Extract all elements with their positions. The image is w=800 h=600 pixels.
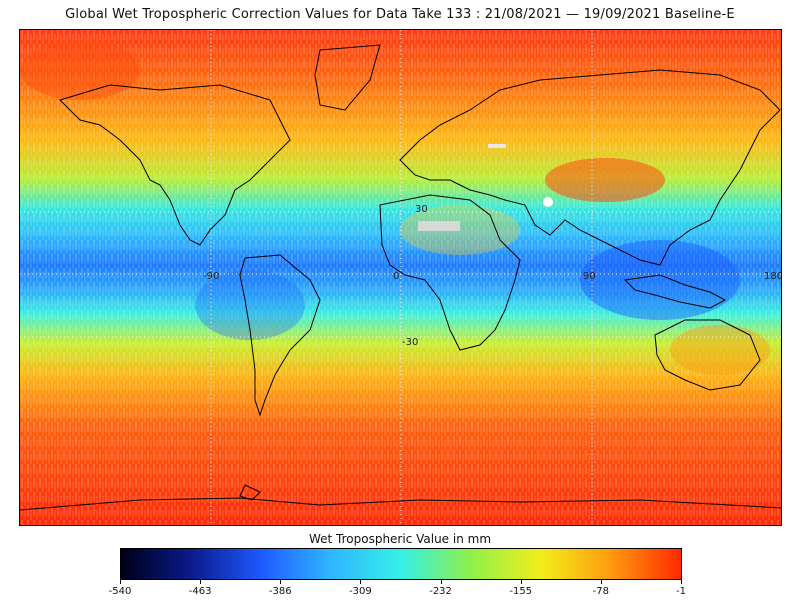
colorbar-tick-label: -232 xyxy=(429,586,452,597)
greenland-outline xyxy=(314,44,381,111)
antarctica-outline xyxy=(20,497,781,511)
missing-data-strip xyxy=(488,144,506,148)
lon-label-minus90: -90 xyxy=(203,271,219,282)
wet-troposphere-map: 30 0 -30 -90 90 180 xyxy=(20,30,782,525)
australia-region xyxy=(670,325,770,375)
colorbar-tick-label: -1 xyxy=(676,586,686,597)
lat-label-0: 0 xyxy=(393,271,399,282)
colorbar-tick-mark xyxy=(360,580,362,584)
amazon-region xyxy=(195,270,305,340)
graticule xyxy=(20,30,781,525)
hotspot-himalaya xyxy=(545,158,665,202)
warm-pool-region xyxy=(580,240,740,320)
australia-outline xyxy=(654,319,761,391)
lon-label-180: 180 xyxy=(764,271,782,282)
eurasia-outline xyxy=(399,69,781,266)
north-america-outline xyxy=(59,84,291,246)
colorbar-tick-label: -386 xyxy=(268,586,292,597)
colorbar-tick-label: -155 xyxy=(509,586,533,597)
colorbar-tick-mark xyxy=(681,580,682,584)
colorbar-tick-mark xyxy=(280,580,282,584)
map-panel: 30 0 -30 -90 90 180 xyxy=(19,29,782,526)
colorbar-tick-mark xyxy=(200,580,202,584)
lat-label-30: 30 xyxy=(415,204,428,215)
africa-outline xyxy=(379,194,521,351)
south-america-outline xyxy=(239,254,321,417)
colorbar-tick-label: -309 xyxy=(349,586,372,597)
colorbar-tick-mark xyxy=(520,580,522,584)
polar-north-region xyxy=(20,40,140,100)
missing-data-patch xyxy=(418,221,460,231)
indonesia-outline xyxy=(623,274,727,309)
colorbar-tick-label: -540 xyxy=(108,586,132,597)
missing-data-dot xyxy=(543,197,553,207)
colorbar-tick-mark xyxy=(120,580,121,584)
lat-label-minus30: -30 xyxy=(402,337,418,348)
colorbar-tick-label: -463 xyxy=(188,586,212,597)
colorbar-ticks: -540 -463 -386 -309 -232 -155 -78 -1 xyxy=(0,580,800,600)
lon-label-90: 90 xyxy=(583,271,596,282)
map-title: Global Wet Tropospheric Correction Value… xyxy=(65,7,735,22)
colorbar xyxy=(120,548,682,580)
colorbar-title: Wet Tropospheric Value in mm xyxy=(308,532,492,546)
antarctic-peninsula-outline xyxy=(239,484,261,501)
colorbar-tick-mark xyxy=(600,580,602,584)
colorbar-tick-label: -78 xyxy=(592,586,610,597)
coastlines xyxy=(20,44,781,511)
colorbar-tick-mark xyxy=(440,580,442,584)
